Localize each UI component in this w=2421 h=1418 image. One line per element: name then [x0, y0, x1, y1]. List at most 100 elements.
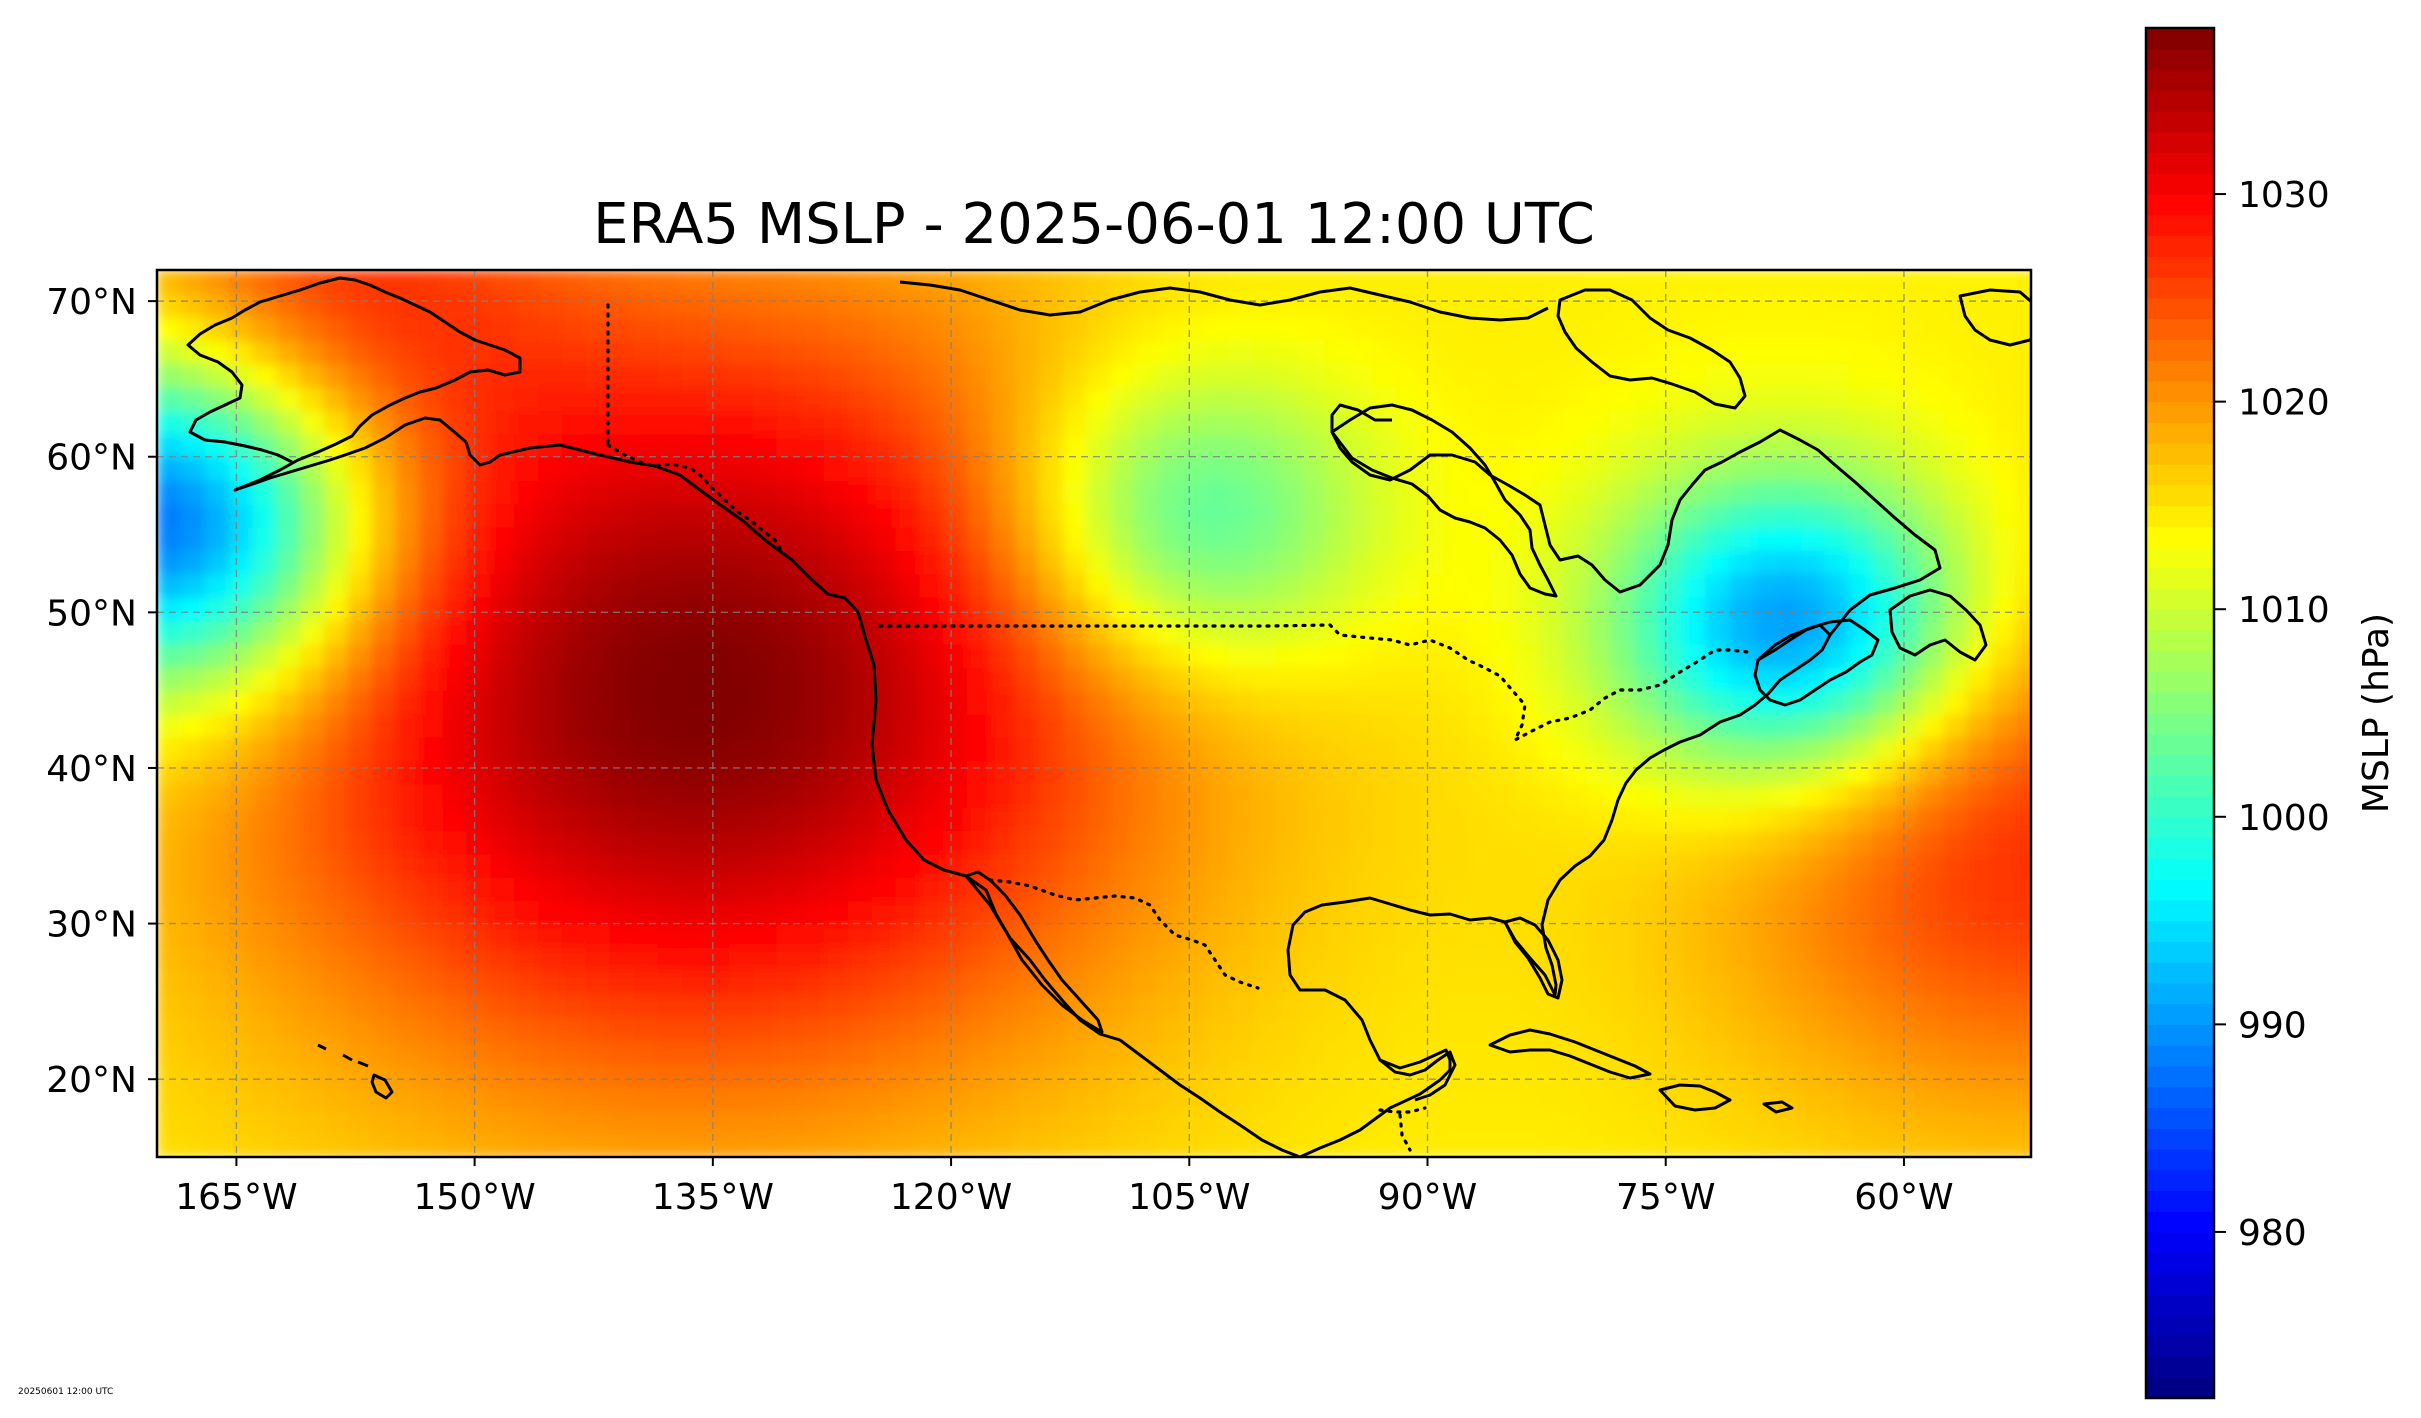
- field-cell: [1157, 526, 1183, 552]
- field-cell: [157, 760, 182, 785]
- field-cell: [204, 690, 230, 715]
- field-cell: [1800, 550, 1826, 575]
- colorbar-band: [2146, 69, 2214, 91]
- field-cell: [276, 550, 301, 575]
- field-cell: [919, 666, 945, 692]
- field-cell: [1324, 363, 1350, 388]
- field-cell: [1395, 923, 1421, 948]
- field-cell: [419, 503, 444, 528]
- field-cell: [1371, 666, 1397, 692]
- field-cell: [633, 573, 659, 598]
- field-cell: [776, 806, 802, 832]
- field-cell: [1205, 480, 1230, 505]
- field-cell: [180, 270, 206, 295]
- field-cell: [1062, 550, 1087, 575]
- field-cell: [1419, 1016, 1445, 1042]
- field-cell: [1514, 806, 1540, 832]
- field-cell: [1705, 1040, 1731, 1065]
- field-cell: [1252, 690, 1278, 715]
- field-cell: [276, 806, 301, 832]
- field-cell: [1657, 316, 1683, 341]
- field-cell: [1919, 456, 1945, 481]
- field-cell: [1943, 503, 1969, 528]
- field-cell: [895, 456, 921, 481]
- field-cell: [323, 526, 349, 552]
- field-cell: [1443, 340, 1469, 365]
- field-cell: [1109, 456, 1135, 481]
- field-cell: [1276, 643, 1302, 668]
- field-cell: [1300, 1063, 1326, 1088]
- field-cell: [1729, 643, 1755, 668]
- y-axis-ticks: 70°N60°N50°N40°N30°N20°N: [46, 282, 157, 1101]
- field-cell: [466, 830, 492, 855]
- field-cell: [1562, 620, 1588, 645]
- field-cell: [1919, 363, 1945, 388]
- field-cell: [442, 526, 468, 552]
- field-cell: [800, 806, 825, 832]
- field-cell: [1395, 736, 1421, 762]
- field-cell: [609, 970, 635, 995]
- field-cell: [1824, 1016, 1850, 1042]
- colorbar-band: [2146, 692, 2214, 714]
- field-cell: [442, 806, 468, 832]
- field-cell: [514, 900, 540, 925]
- field-cell: [1467, 550, 1492, 575]
- field-cell: [1729, 946, 1755, 972]
- field-cell: [704, 270, 730, 295]
- field-cell: [514, 853, 540, 878]
- field-cell: [847, 456, 873, 481]
- field-cell: [419, 410, 444, 435]
- field-cell: [609, 596, 635, 622]
- field-cell: [1681, 760, 1707, 785]
- field-cell: [1205, 503, 1230, 528]
- field-cell: [1610, 456, 1635, 481]
- field-cell: [752, 1040, 778, 1065]
- field-cell: [466, 900, 492, 925]
- field-cell: [157, 293, 182, 318]
- field-cell: [1896, 503, 1921, 528]
- field-cell: [1014, 620, 1040, 645]
- field-cell: [442, 1087, 468, 1112]
- field-cell: [943, 573, 968, 598]
- field-cell: [1133, 550, 1159, 575]
- field-cell: [1514, 386, 1540, 411]
- field-cell: [633, 316, 659, 341]
- field-cell: [1443, 386, 1469, 411]
- field-cell: [1538, 993, 1564, 1018]
- field-cell: [585, 830, 611, 855]
- field-cell: [966, 480, 992, 505]
- field-cell: [1133, 830, 1159, 855]
- field-cell: [252, 643, 278, 668]
- field-cell: [538, 620, 563, 645]
- field-cell: [1753, 1016, 1778, 1042]
- field-cell: [1848, 1016, 1874, 1042]
- field-cell: [1014, 1016, 1040, 1042]
- field-cell: [1776, 386, 1802, 411]
- field-cell: [1371, 806, 1397, 832]
- field-cell: [1419, 386, 1445, 411]
- field-cell: [204, 1040, 230, 1065]
- field-cell: [776, 1087, 802, 1112]
- field-cell: [1538, 410, 1564, 435]
- field-cell: [1872, 1040, 1897, 1065]
- field-cell: [657, 876, 683, 902]
- field-cell: [490, 573, 516, 598]
- field-cell: [466, 713, 492, 738]
- field-cell: [871, 1110, 897, 1135]
- field-cell: [1824, 1040, 1850, 1065]
- field-cell: [371, 690, 397, 715]
- field-cell: [1681, 876, 1707, 902]
- central-america-borders: [1378, 1106, 1427, 1152]
- field-cell: [1705, 643, 1731, 668]
- field-cell: [1133, 293, 1159, 318]
- field-cell: [1038, 1133, 1064, 1157]
- field-cell: [1514, 993, 1540, 1018]
- field-cell: [347, 293, 373, 318]
- field-cell: [1443, 806, 1469, 832]
- field-cell: [704, 713, 730, 738]
- field-cell: [1109, 783, 1135, 808]
- colorbar-band: [2146, 131, 2214, 154]
- field-cell: [490, 316, 516, 341]
- field-cell: [1109, 690, 1135, 715]
- field-cell: [1276, 503, 1302, 528]
